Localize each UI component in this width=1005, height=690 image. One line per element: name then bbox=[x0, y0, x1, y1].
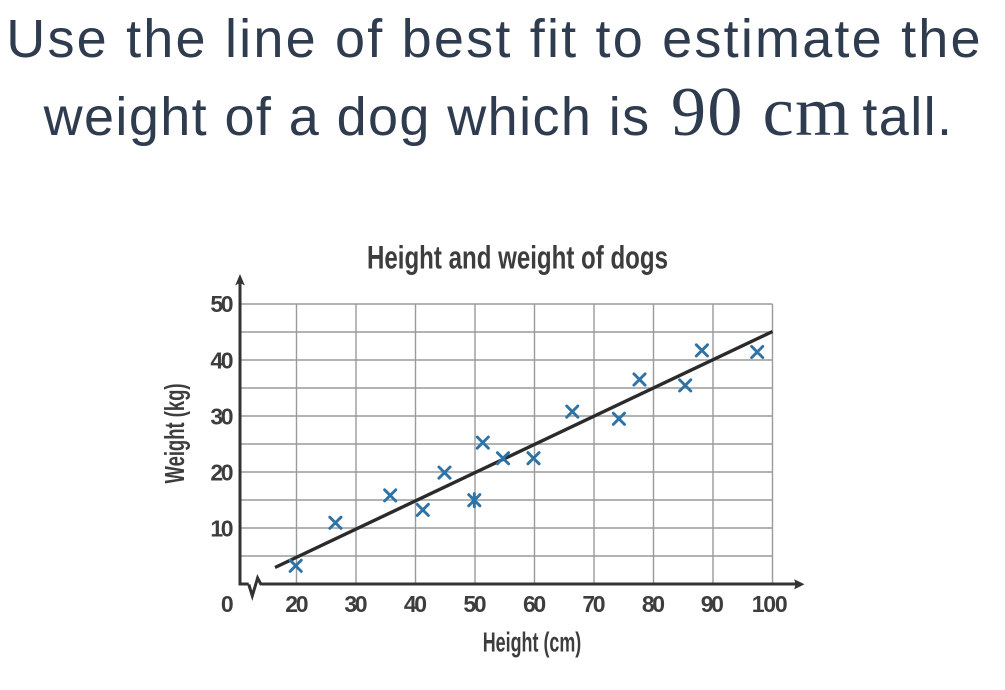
svg-text:Weight (kg): Weight (kg) bbox=[159, 384, 190, 484]
svg-text:Height (cm): Height (cm) bbox=[483, 627, 582, 658]
svg-text:30: 30 bbox=[344, 591, 367, 617]
svg-text:50: 50 bbox=[463, 591, 486, 617]
svg-text:70: 70 bbox=[582, 591, 605, 617]
svg-text:40: 40 bbox=[210, 348, 233, 374]
svg-text:90: 90 bbox=[701, 591, 724, 617]
svg-text:20: 20 bbox=[285, 591, 308, 617]
svg-text:50: 50 bbox=[210, 291, 233, 317]
svg-text:80: 80 bbox=[642, 591, 665, 617]
svg-text:100: 100 bbox=[752, 591, 788, 617]
svg-text:10: 10 bbox=[210, 515, 233, 541]
svg-text:Height and weight of dogs: Height and weight of dogs bbox=[367, 240, 668, 276]
svg-text:40: 40 bbox=[404, 591, 427, 617]
svg-text:0: 0 bbox=[221, 591, 234, 617]
svg-text:20: 20 bbox=[210, 460, 233, 486]
svg-text:30: 30 bbox=[210, 404, 233, 430]
svg-text:60: 60 bbox=[523, 591, 546, 617]
